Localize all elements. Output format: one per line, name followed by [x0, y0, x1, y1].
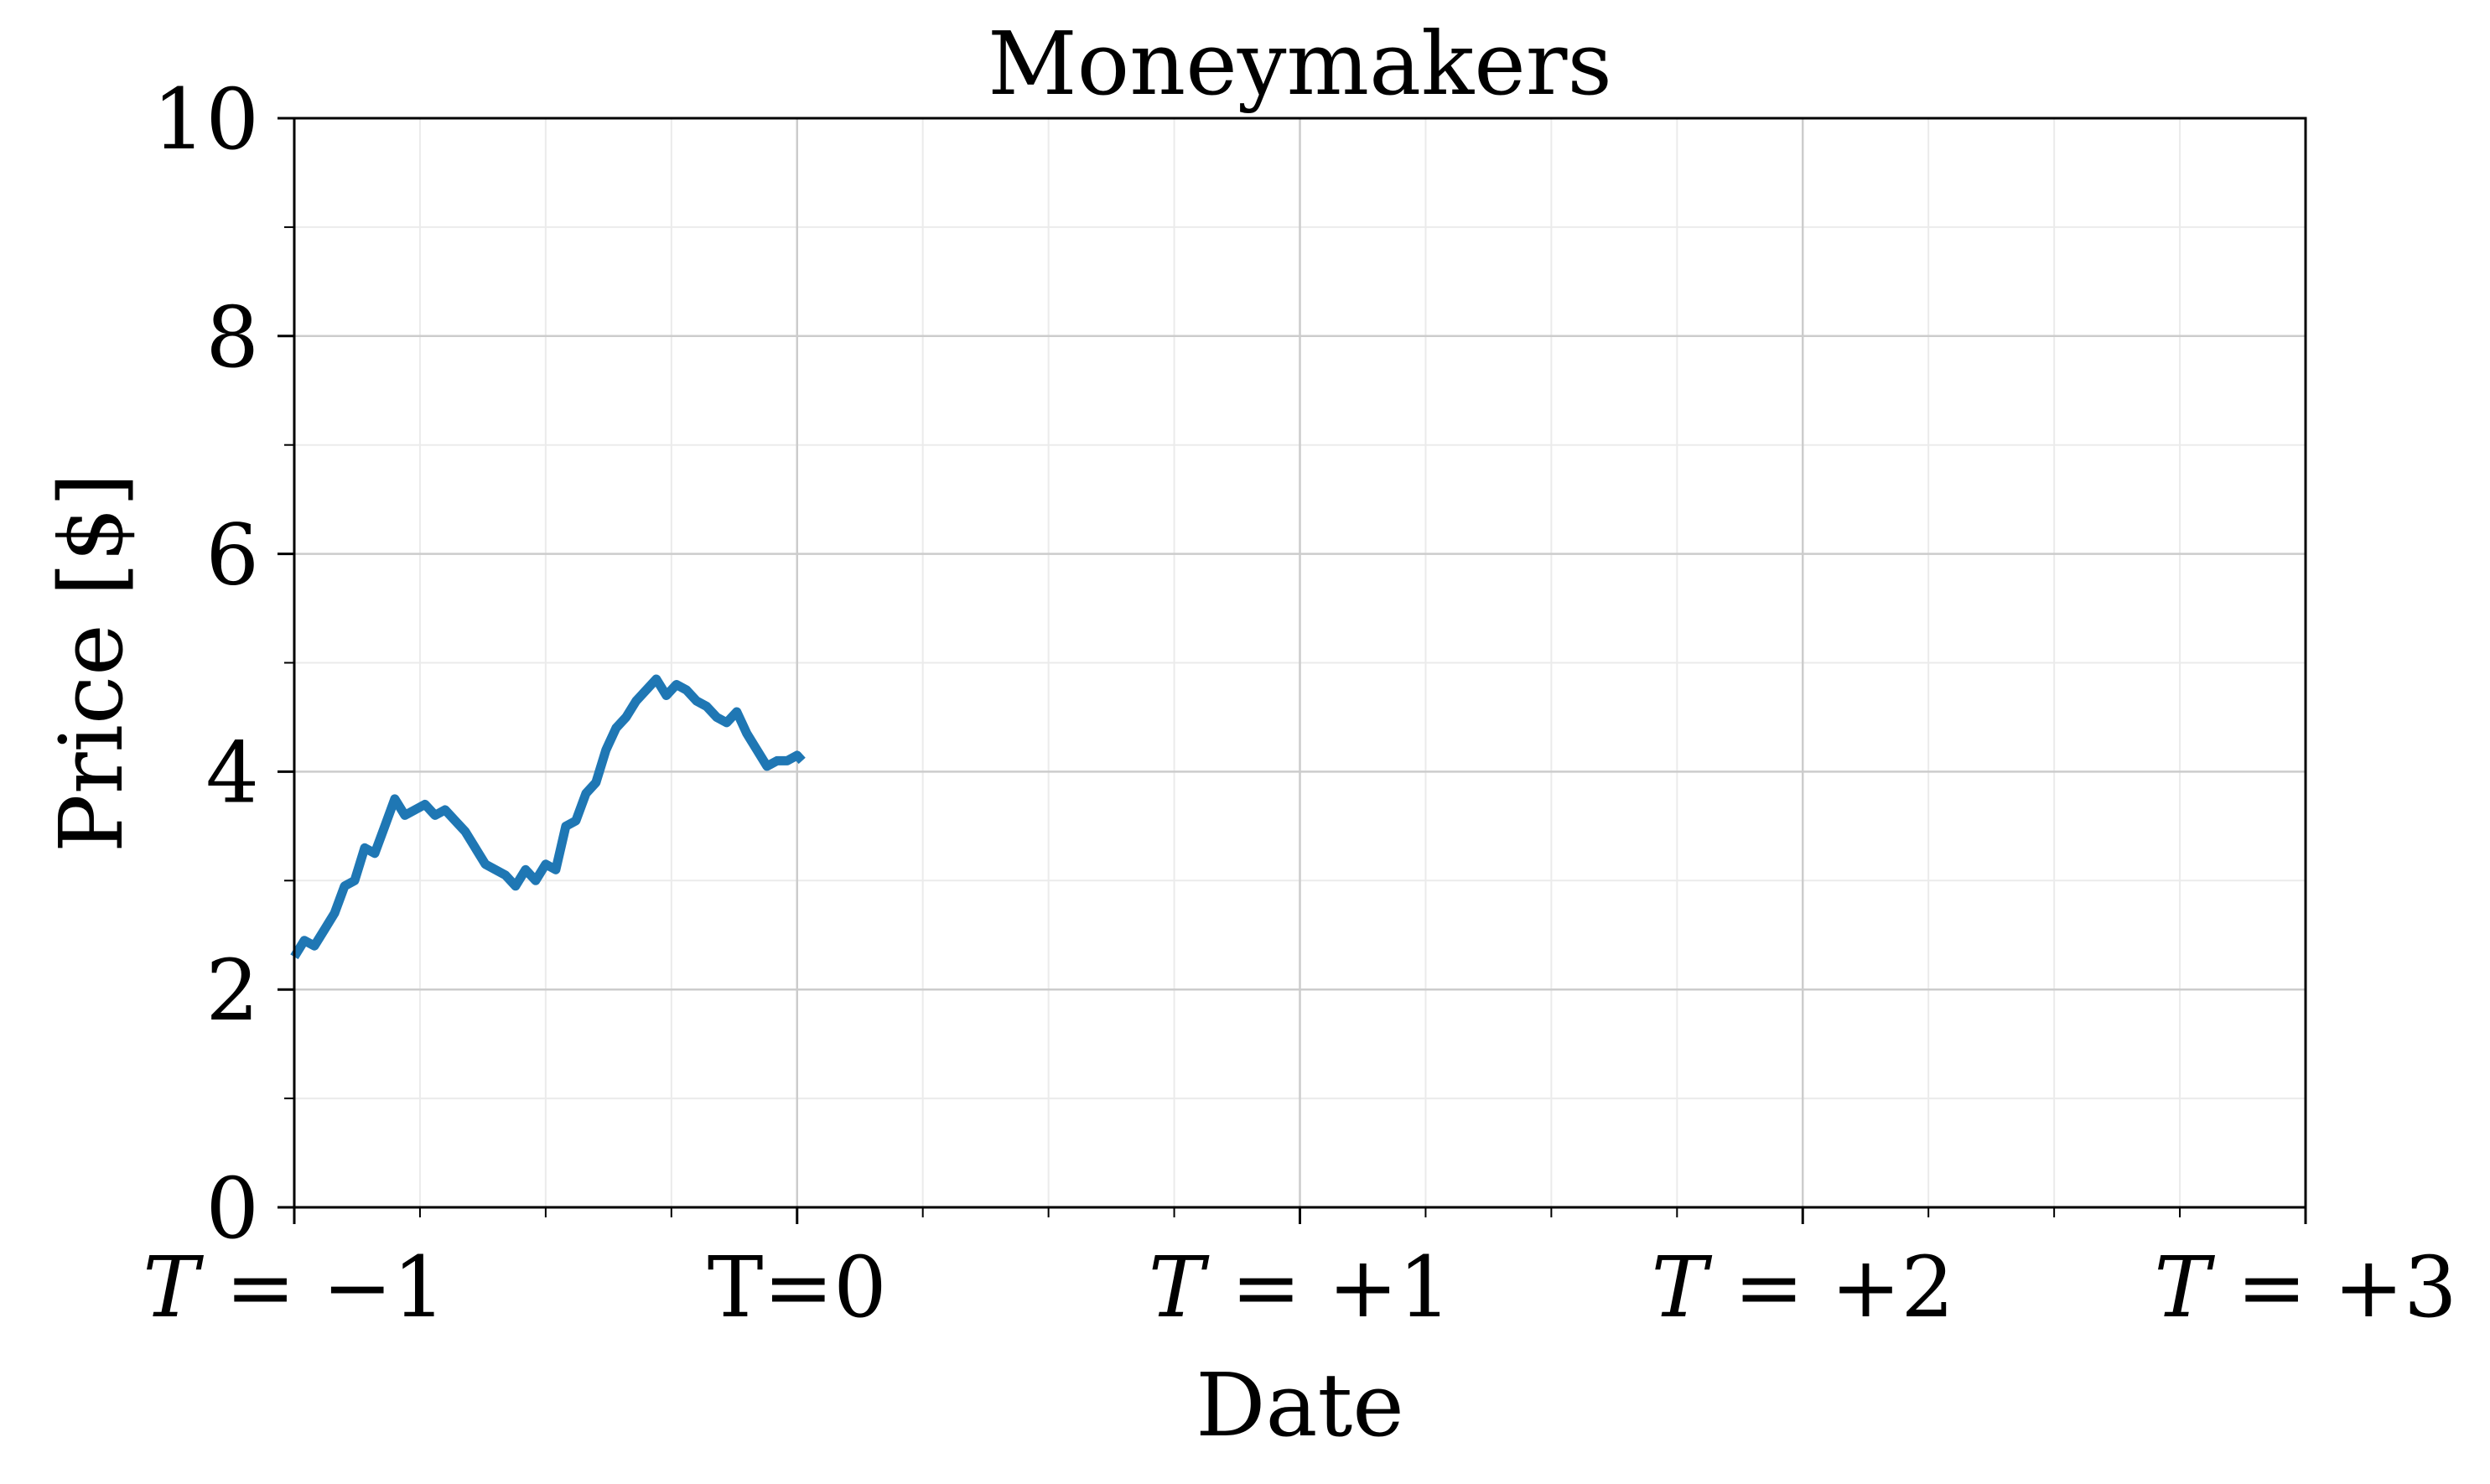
y-tick-labels: 0 2 4 6 8 10 [153, 70, 259, 1258]
x-tick-label: T = +1 [1149, 1238, 1451, 1336]
x-tick-label: T=0 [708, 1238, 887, 1336]
y-tick-label: 2 [205, 942, 259, 1040]
price-series-line [290, 674, 806, 960]
x-tick-label: T = +3 [2154, 1238, 2456, 1336]
x-tick-label: T = +2 [1652, 1238, 1954, 1336]
series-layer [290, 674, 806, 960]
axis-ticks [278, 117, 2307, 1224]
major-gridlines [294, 118, 2306, 1207]
y-axis-label: Price [$] [40, 473, 143, 853]
x-axis-label: Date [1196, 1354, 1404, 1456]
y-tick-label: 0 [205, 1160, 259, 1258]
y-tick-label: 4 [205, 724, 259, 822]
y-tick-label: 8 [205, 288, 259, 387]
x-tick-labels: T = −1 T=0 T = +1 T = +2 T = +3 [143, 1238, 2456, 1336]
y-tick-label: 6 [205, 506, 259, 604]
chart-title: Moneymakers [988, 13, 1612, 115]
y-tick-label: 10 [153, 70, 259, 169]
x-tick-label: T = −1 [143, 1238, 445, 1336]
